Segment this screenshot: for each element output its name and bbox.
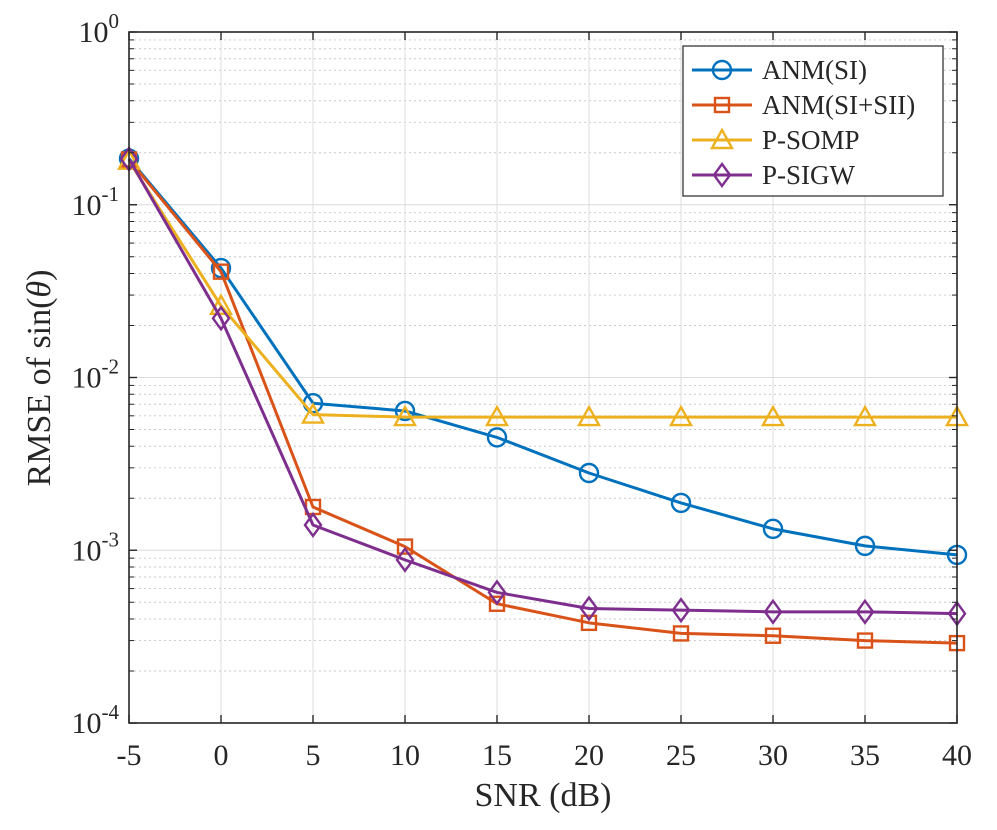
legend-marker-p-somp (709, 127, 735, 150)
x-tick-label: 10 (390, 739, 420, 772)
y-tick-label: 10-4 (72, 700, 120, 740)
legend-label-p-somp: P-SOMP (762, 125, 860, 155)
x-tick-label: 30 (758, 739, 788, 772)
legend-label-anm-si-sii: ANM(SI+SII) (762, 90, 915, 120)
series-line-anm-si (127, 157, 958, 557)
y-axis-label-symbol: θ (21, 281, 58, 298)
legend-entry-p-somp: P-SOMP (692, 125, 860, 155)
data-point-anm-si (670, 492, 692, 514)
data-point-anm-si-sii (488, 595, 506, 612)
data-point-p-somp (484, 404, 510, 427)
y-tick-base: 10 (72, 362, 102, 395)
data-point-p-sigw (671, 597, 691, 624)
y-tick-base: 10 (72, 534, 102, 567)
x-tick-label: 15 (482, 739, 512, 772)
data-point-p-sigw (579, 595, 599, 622)
data-point-anm-si-sii (396, 538, 414, 555)
y-tick-base: 10 (72, 707, 102, 740)
y-tick-exponent: -1 (102, 182, 120, 206)
x-axis-label: SNR (dB) (475, 777, 612, 814)
y-tick-base: 10 (72, 189, 102, 222)
legend-marker-p-sigw (712, 161, 732, 189)
legend-label-anm-si: ANM(SI) (762, 55, 867, 85)
y-tick-exponent: -4 (102, 700, 120, 724)
data-point-anm-si-sii (672, 625, 690, 642)
data-point-anm-si (762, 518, 784, 540)
y-tick-exponent: -3 (102, 527, 120, 551)
data-point-p-sigw (303, 511, 323, 539)
data-point-anm-si-sii (764, 627, 782, 644)
series-line-anm-si-sii (127, 158, 958, 645)
data-point-p-somp (208, 293, 234, 316)
legend-entry-anm-si: ANM(SI) (692, 55, 867, 85)
y-axis-label-suffix: ) (21, 270, 58, 281)
series-line-p-sigw (127, 158, 958, 616)
y-tick-base: 10 (79, 16, 109, 49)
y-tick-exponent: -2 (102, 355, 120, 379)
data-point-anm-si (210, 257, 232, 279)
x-tick-label: 35 (850, 739, 880, 772)
y-tick-label: 10-3 (72, 527, 120, 567)
y-axis-label: RMSE of sin(θ) (21, 270, 58, 487)
x-tick-label: 0 (214, 739, 229, 772)
x-tick-label: 40 (942, 739, 972, 772)
series-line-p-somp (127, 159, 957, 419)
data-point-p-somp (576, 404, 602, 427)
data-point-p-somp (300, 402, 326, 424)
axis-ticks (128, 31, 958, 724)
data-point-anm-si (486, 427, 508, 448)
series-layer (116, 145, 970, 652)
data-point-p-sigw (211, 305, 231, 332)
y-tick-label: 10-1 (72, 182, 120, 222)
x-tick-label: 25 (666, 739, 696, 772)
data-point-anm-si-sii (212, 263, 230, 280)
legend-label-p-sigw: P-SIGW (762, 160, 856, 190)
legend-marker-anm-si-sii (713, 96, 731, 114)
data-point-anm-si (854, 535, 876, 557)
data-point-anm-si-sii (856, 632, 874, 649)
data-point-anm-si (578, 462, 600, 484)
x-tick-labels: -5 0 5 10 15 20 25 30 35 40 (117, 739, 973, 772)
y-tick-exponent: 0 (109, 9, 120, 33)
y-tick-label: 100 (79, 9, 120, 49)
data-point-p-somp (760, 404, 786, 427)
y-tick-label: 10-2 (72, 355, 120, 395)
data-point-p-somp (668, 404, 694, 427)
series-p-somp (116, 148, 970, 427)
data-point-p-sigw (763, 598, 783, 625)
data-point-p-sigw (487, 579, 507, 606)
legend-marker-anm-si (711, 59, 733, 81)
x-tick-label: 20 (574, 739, 604, 772)
data-point-p-sigw (855, 598, 875, 625)
data-point-p-somp (392, 404, 418, 427)
x-tick-label: 5 (306, 739, 321, 772)
legend-entry-anm-si-sii: ANM(SI+SII) (692, 90, 915, 120)
y-axis-label-prefix: RMSE of sin( (21, 298, 58, 487)
data-point-anm-si (394, 400, 416, 422)
legend-entry-p-sigw: P-SIGW (692, 160, 856, 190)
data-point-p-somp (852, 404, 878, 427)
series-p-sigw (119, 145, 967, 627)
x-tick-label: -5 (117, 739, 142, 772)
legend: ANM(SI) ANM(SI+SII) P-SOMP P-SIGW (682, 45, 944, 197)
data-point-anm-si-sii (580, 614, 598, 632)
data-point-p-sigw (395, 546, 415, 573)
